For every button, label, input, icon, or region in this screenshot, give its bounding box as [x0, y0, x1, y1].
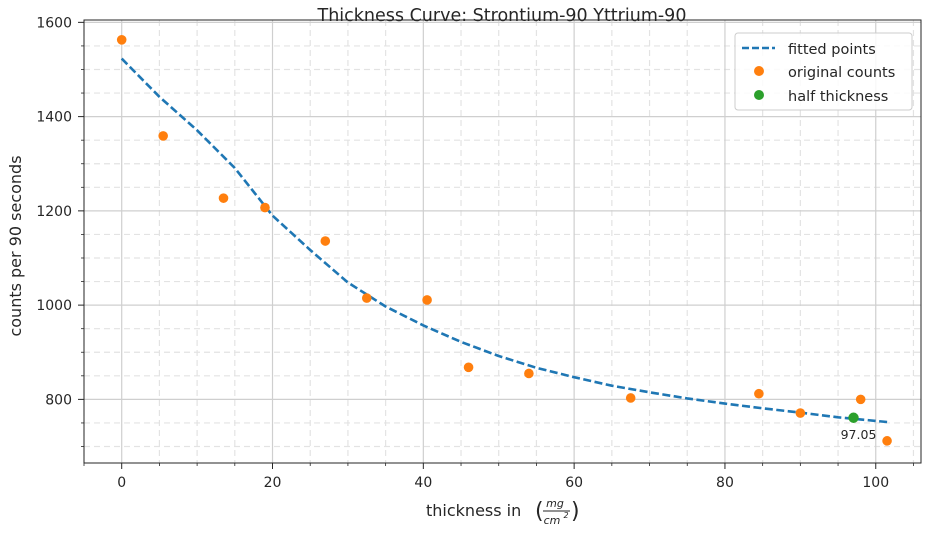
y-tick-label: 800 — [45, 392, 72, 408]
x-axis-label-exponent: 2 — [563, 511, 568, 520]
legend-half-label: half thickness — [788, 89, 888, 105]
legend-original-label: original counts — [788, 65, 895, 81]
x-axis-label-text: thickness in — [426, 501, 521, 520]
original-count-point — [625, 393, 636, 403]
legend-half-marker — [754, 90, 764, 100]
major-grid — [84, 20, 921, 463]
x-tick-label: 20 — [264, 475, 282, 491]
plot-frame — [83, 19, 922, 464]
axis-ticks — [78, 21, 914, 469]
y-tick-label: 1600 — [36, 15, 72, 31]
y-axis-label: counts per 90 seconds — [6, 155, 25, 336]
chart-title: Thickness Curve: Strontium-90 Yttrium-90 — [317, 6, 687, 26]
original-count-point — [158, 131, 168, 141]
x-tick-label: 80 — [716, 475, 734, 491]
x-axis-label-open-paren: ( — [535, 499, 544, 524]
original-count-point — [320, 236, 331, 246]
x-tick-label: 0 — [117, 475, 126, 491]
original-count-point — [422, 295, 432, 305]
y-tick-label: 1400 — [36, 110, 72, 126]
legend-box — [734, 32, 913, 111]
x-tick-label: 60 — [565, 475, 583, 491]
x-axis-label-close-paren: ) — [571, 499, 580, 524]
y-tick-labels: 800 1000 1200 1400 1600 — [36, 15, 72, 408]
annotations: 97.05 — [841, 427, 877, 442]
x-axis-label-numerator: mg — [546, 497, 564, 510]
original-count-point — [795, 408, 806, 418]
half-thickness-series — [848, 412, 859, 423]
half-thickness-annotation: 97.05 — [841, 427, 877, 442]
legend-original-marker — [754, 66, 764, 76]
original-count-point — [463, 362, 474, 373]
original-count-point — [754, 388, 764, 399]
original-count-point — [116, 34, 127, 45]
fitted-points-series — [120, 57, 888, 424]
y-tick-label: 1200 — [36, 204, 72, 220]
legend: fitted points original counts half thick… — [734, 32, 913, 111]
y-tick-label: 1000 — [36, 298, 72, 314]
fitted-points-line — [120, 57, 888, 424]
half-thickness-point — [848, 412, 859, 423]
x-tick-labels: 0 20 40 60 80 100 — [117, 475, 889, 491]
x-tick-label: 40 — [414, 475, 432, 491]
x-axis-label-denominator: cm — [544, 514, 561, 527]
x-tick-label: 100 — [862, 475, 889, 491]
original-count-point — [260, 202, 270, 213]
legend-fitted-label: fitted points — [788, 42, 876, 58]
original-count-point — [882, 436, 892, 446]
original-count-point — [361, 293, 372, 303]
original-counts-series — [116, 34, 892, 446]
original-count-point — [218, 193, 229, 203]
original-count-point — [524, 368, 534, 379]
original-count-point — [855, 394, 866, 405]
x-axis-label: thickness in ( mg cm 2 ) — [426, 497, 580, 527]
